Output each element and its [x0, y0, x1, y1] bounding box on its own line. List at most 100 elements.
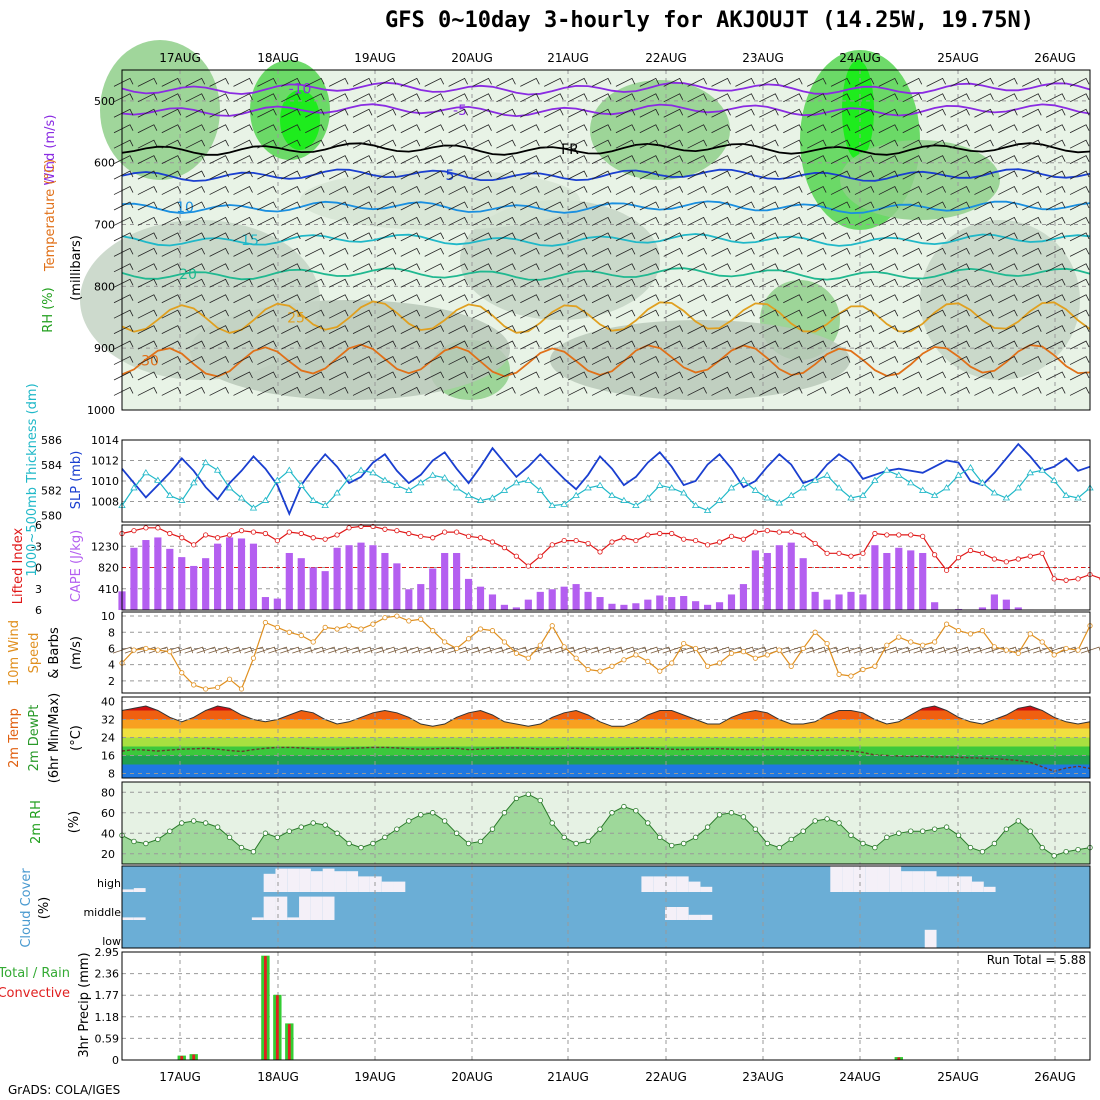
wind-barb	[830, 170, 851, 180]
wind-barb	[113, 201, 134, 211]
wind10-barb	[268, 646, 289, 654]
thickness-marker	[464, 491, 473, 498]
wind-barb	[1022, 108, 1042, 118]
wind-barb	[233, 139, 253, 149]
ylabel-temp2m-c: (6hr Min/Max)	[47, 693, 62, 783]
cape-bar	[835, 594, 843, 610]
temp-tick-label: 32	[101, 714, 115, 727]
wind-barb	[830, 356, 851, 365]
wind-barb	[496, 93, 516, 103]
temp-color-band	[122, 755, 1090, 765]
wind10-marker	[585, 666, 591, 673]
wind-barb	[209, 278, 229, 288]
wind-barb	[185, 309, 206, 319]
wind10-barb	[316, 646, 337, 654]
bottom-date-label: 17AUG	[159, 1070, 201, 1084]
wind-barb	[137, 216, 158, 226]
wind-barb	[400, 232, 421, 242]
wind-barb	[615, 124, 636, 134]
wind10-marker	[250, 655, 257, 661]
cape-bar	[572, 584, 580, 610]
wind-barb	[185, 124, 206, 134]
wind-barb	[376, 139, 397, 149]
wind-barb	[305, 155, 325, 164]
lifted-index-marker	[501, 545, 508, 551]
rh2m-marker	[991, 840, 998, 847]
wind-barb	[1069, 77, 1090, 87]
thickness-marker	[799, 484, 807, 491]
cape-bar	[978, 607, 987, 610]
wind-barb	[1045, 325, 1066, 334]
wind-barb	[806, 386, 827, 396]
wind-barb	[400, 108, 421, 118]
thickness-marker	[524, 476, 533, 483]
wind-barb	[328, 247, 349, 257]
wind-barb	[567, 201, 588, 211]
wind10-barb	[1009, 646, 1030, 654]
lifted-index-marker	[860, 550, 866, 556]
wind-barb	[472, 325, 492, 334]
lifted-index-marker	[454, 529, 460, 535]
thickness-marker	[417, 479, 425, 486]
lifted-index-marker	[549, 542, 555, 548]
cloud-gap	[901, 871, 913, 892]
wind-barb	[854, 309, 875, 319]
thickness-marker	[1026, 469, 1034, 476]
isotherm-label: 15	[241, 233, 259, 249]
thickness-marker	[763, 494, 772, 501]
rh2m-marker	[286, 828, 293, 834]
wind-barb	[472, 201, 492, 211]
wind-barb	[352, 186, 373, 195]
wind-barb	[663, 356, 684, 365]
lifted-index-marker	[943, 567, 950, 573]
bottom-date-label: 26AUG	[1034, 1070, 1076, 1084]
wind-barb	[830, 186, 851, 195]
wind-barb	[424, 325, 445, 334]
wind-barb	[1045, 294, 1066, 304]
wind-barb	[472, 93, 492, 103]
wind10-marker	[286, 629, 292, 635]
wind10-marker	[848, 673, 854, 679]
lifted-index-marker	[573, 537, 579, 544]
ylabel-mb: (millibars)	[69, 235, 84, 301]
isotherm-label: 5	[446, 168, 455, 184]
wind-barb	[1069, 371, 1090, 381]
cape-bar	[249, 543, 258, 610]
cape-bar	[787, 542, 795, 610]
wind10-marker	[800, 645, 806, 652]
cloud-gap	[960, 876, 972, 892]
rh2m-marker	[609, 810, 615, 816]
wind-barb	[305, 124, 325, 134]
wind-barb	[352, 309, 373, 319]
cape-bar	[919, 552, 927, 610]
thickness-marker	[285, 466, 294, 473]
wind-barb	[663, 309, 684, 319]
wind-barb	[830, 278, 851, 288]
li-tick-label: 0	[35, 562, 42, 575]
wind-barb	[281, 108, 301, 118]
wind-barb	[328, 139, 349, 149]
wind-barb	[806, 155, 827, 164]
wind-barb	[926, 340, 946, 350]
wind-barb	[520, 170, 540, 180]
wind-barb	[496, 340, 516, 350]
wind10-speed-line	[121, 615, 1091, 690]
wind-barb	[352, 356, 373, 365]
wind-barb	[591, 155, 612, 164]
wind-barb	[209, 170, 229, 180]
wind-barb	[567, 371, 588, 381]
wind10-barb	[280, 646, 301, 654]
wind-barb	[591, 232, 612, 242]
rh2m-marker	[872, 844, 878, 851]
wind-barb	[615, 170, 636, 180]
wind-barb	[950, 201, 970, 211]
wind-barb	[998, 170, 1018, 180]
lifted-index-marker	[884, 532, 890, 538]
wind-barb	[926, 170, 946, 180]
wind-barb	[663, 340, 684, 350]
wind10-marker	[991, 644, 997, 650]
thickness-marker	[536, 486, 544, 493]
wind-barb	[352, 325, 373, 334]
wind-barb	[806, 247, 827, 257]
